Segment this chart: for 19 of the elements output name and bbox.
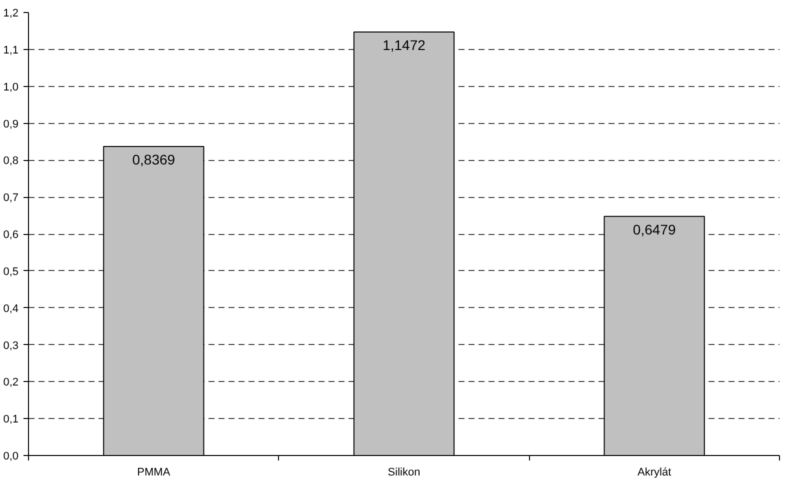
y-tick-label: 1,1 [3, 44, 19, 56]
y-tick-label: 0,9 [3, 118, 19, 130]
y-tick-label: 0,7 [3, 192, 19, 204]
y-tick-label: 0,5 [3, 266, 19, 278]
y-tick-label: 1,0 [3, 81, 19, 94]
y-tick-label: 0,0 [3, 450, 19, 462]
y-tick-label: 0,1 [3, 414, 19, 426]
y-tick-label: 1,2 [3, 8, 19, 20]
x-tick-label: PMMA [137, 466, 171, 478]
data-label: 1,1472 [382, 36, 426, 53]
y-tick-label: 0,8 [3, 155, 19, 168]
y-tick-label: 0,2 [3, 376, 19, 389]
y-tick-label: 0,3 [3, 340, 19, 352]
x-tick-label: Silikon [388, 466, 420, 478]
data-label: 0,6479 [632, 221, 676, 238]
y-tick-label: 0,6 [3, 229, 19, 241]
x-tick-label: Akrylát [638, 466, 672, 478]
y-tick-label: 0,4 [3, 302, 19, 315]
data-label: 0,8369 [132, 152, 176, 168]
